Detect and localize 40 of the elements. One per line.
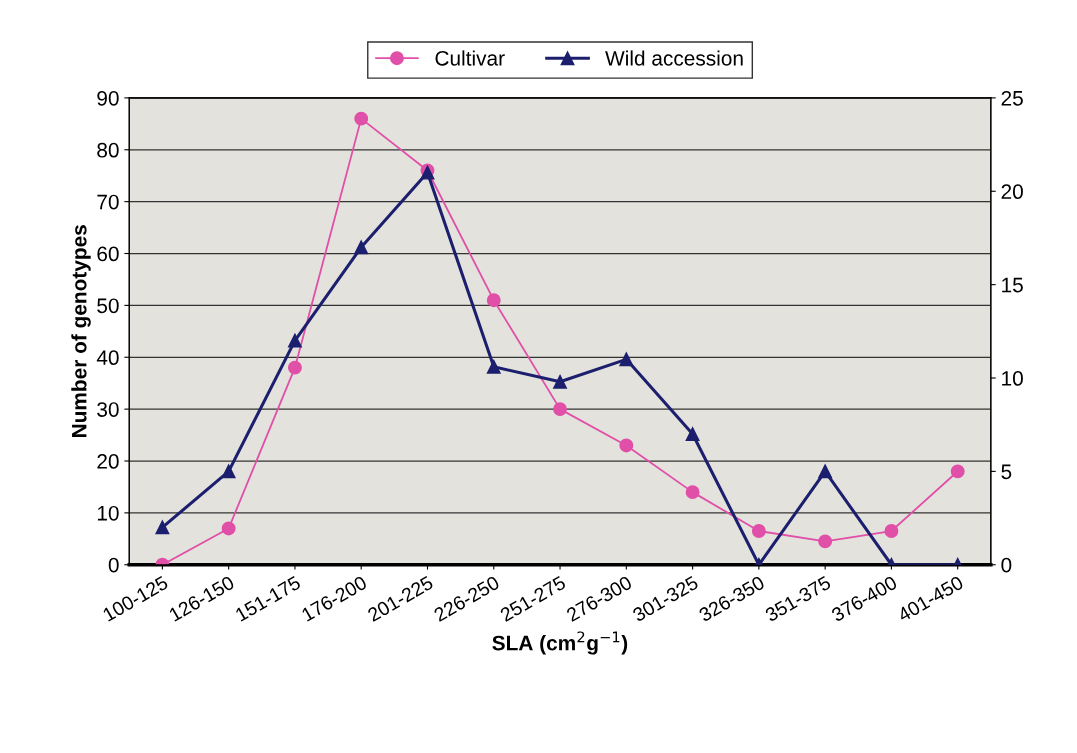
point bbox=[685, 485, 700, 500]
y-tick-label: 80 bbox=[97, 142, 119, 158]
y-tick-label: 50 bbox=[97, 298, 119, 314]
y2-tick-label: 10 bbox=[1002, 371, 1023, 386]
point bbox=[619, 438, 634, 453]
point bbox=[287, 333, 302, 348]
point bbox=[221, 521, 236, 536]
legend-label: Cultivar bbox=[435, 50, 505, 66]
point bbox=[486, 359, 501, 374]
y2-tick-label: 20 bbox=[1001, 184, 1023, 200]
y2-tick-label: 15 bbox=[1002, 277, 1023, 293]
y2-tick-label: 5 bbox=[1001, 464, 1012, 480]
point bbox=[354, 111, 369, 126]
point bbox=[553, 374, 567, 389]
y-tick-label: 60 bbox=[97, 246, 119, 262]
x-axis-title: SLA (cm$^{2}$g$^{−1}$) bbox=[492, 631, 628, 655]
point bbox=[685, 427, 700, 441]
y-tick-label: 90 bbox=[97, 90, 119, 106]
point bbox=[553, 402, 567, 417]
point bbox=[155, 520, 170, 535]
point bbox=[221, 464, 236, 479]
y-tick-label: 0 bbox=[108, 557, 119, 573]
y2-tick-label: 0 bbox=[1001, 557, 1012, 573]
y2-tick-label: 25 bbox=[1001, 90, 1023, 106]
point bbox=[619, 352, 634, 367]
legend-label: Wild accession bbox=[605, 50, 743, 66]
y-tick-label: 10 bbox=[97, 505, 119, 521]
point bbox=[884, 524, 899, 538]
point bbox=[486, 293, 501, 308]
point bbox=[818, 534, 833, 549]
y-tick-label: 40 bbox=[96, 350, 119, 366]
point bbox=[354, 240, 369, 255]
y-tick-label: 30 bbox=[97, 402, 119, 417]
y-axis-title: Number of genotypes bbox=[71, 225, 91, 437]
point bbox=[287, 360, 302, 375]
y-tick-label: 20 bbox=[97, 454, 119, 469]
point bbox=[818, 464, 833, 479]
point bbox=[950, 464, 965, 479]
point bbox=[751, 524, 766, 538]
y-tick-label: 70 bbox=[97, 194, 119, 210]
